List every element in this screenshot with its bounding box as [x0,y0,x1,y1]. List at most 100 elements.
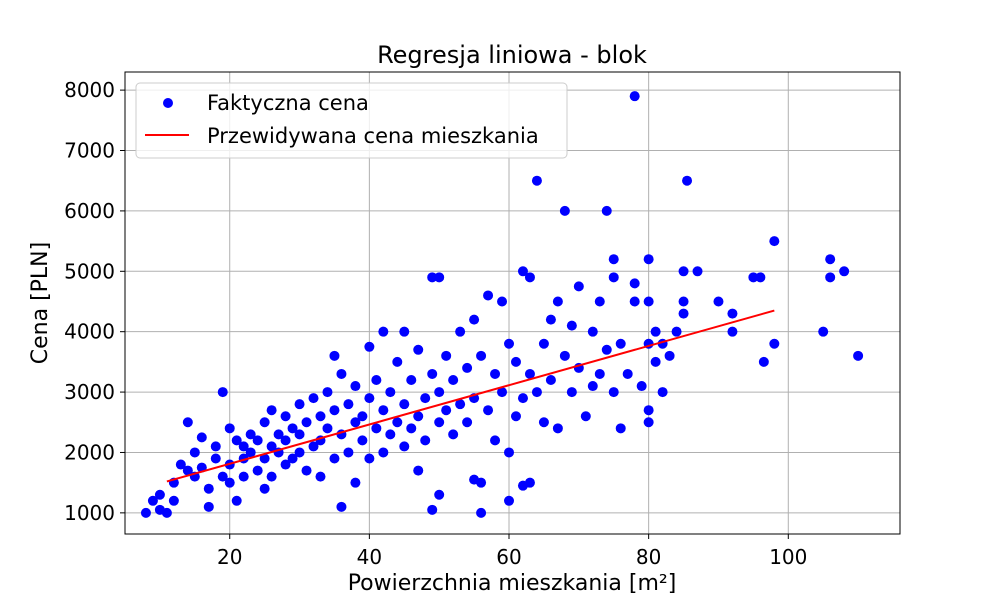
data-point [210,453,221,464]
data-point [245,447,256,458]
data-point [587,381,598,392]
data-point [483,405,494,416]
legend: Faktyczna cena Przewidywana cena mieszka… [135,82,568,159]
data-point [601,205,612,216]
data-point [608,387,619,398]
data-point [853,350,864,361]
data-point [476,507,487,518]
data-point [364,453,375,464]
data-point [678,296,689,307]
x-tick-label: 40 [357,545,382,569]
data-point [336,368,347,379]
data-point [545,375,556,385]
data-point [497,296,508,307]
data-point [315,471,326,482]
data-point [510,411,521,422]
data-point [510,356,521,367]
data-point [615,423,626,434]
data-point [517,266,528,277]
data-point [434,272,445,283]
data-point [545,314,556,325]
data-point [441,405,452,416]
data-point [238,471,249,482]
data-point [692,266,703,277]
data-point [755,272,766,283]
data-point [413,344,424,355]
data-point [364,393,375,404]
legend-marker-scatter [163,98,173,108]
data-point [252,435,263,446]
data-point [594,368,605,379]
data-point [643,296,654,307]
data-point [559,350,570,361]
y-tick-label: 7000 [64,139,115,163]
data-point [392,356,403,367]
data-point [469,314,480,325]
data-point [629,91,640,102]
data-point [448,429,459,440]
data-point [350,417,361,428]
data-point [587,326,598,337]
data-point [552,423,563,434]
data-point [413,411,424,422]
data-point [657,387,668,398]
data-point [713,296,724,307]
legend-label-scatter: Faktyczna cena [207,91,369,115]
data-point [769,236,780,247]
data-point [490,368,501,379]
data-point [399,399,410,410]
data-point [758,356,769,367]
data-point [182,417,193,428]
data-point [769,338,780,349]
data-point [818,326,829,337]
data-point [678,266,689,277]
data-point [308,441,319,452]
data-point [531,387,542,398]
data-point [196,432,207,443]
data-point [504,338,515,349]
data-point [455,399,466,410]
y-tick-label: 4000 [64,320,115,344]
data-point [413,465,424,476]
data-point [294,429,305,440]
data-point [329,350,340,361]
data-point [322,387,333,398]
data-point [259,453,270,464]
data-point [280,411,291,422]
data-point [608,272,619,283]
data-point [434,387,445,398]
data-point [357,435,368,446]
data-point [538,417,549,428]
data-point [434,417,445,428]
data-point [682,175,693,186]
data-point [343,447,354,458]
y-tick-label: 3000 [64,380,115,404]
data-point [203,501,214,512]
data-point [434,489,445,500]
data-point [462,417,473,428]
data-point [636,381,647,392]
data-point [406,423,417,434]
data-point [490,435,501,446]
data-point [608,254,619,265]
data-point [552,296,563,307]
chart-title: Regresja liniowa - blok [377,41,647,69]
data-point [280,459,291,470]
data-point [524,272,535,283]
data-point [140,507,151,518]
data-point [497,387,508,398]
data-point [385,429,396,440]
data-point [420,435,431,446]
data-point [217,471,228,482]
y-tick-label: 5000 [64,259,115,283]
data-point [650,326,661,337]
scatter-points [140,91,864,518]
data-point [573,281,584,292]
data-point [238,441,249,452]
data-point [406,375,417,385]
legend-box [135,82,568,159]
data-point [748,272,759,283]
data-point [210,441,221,452]
data-point [287,453,298,464]
